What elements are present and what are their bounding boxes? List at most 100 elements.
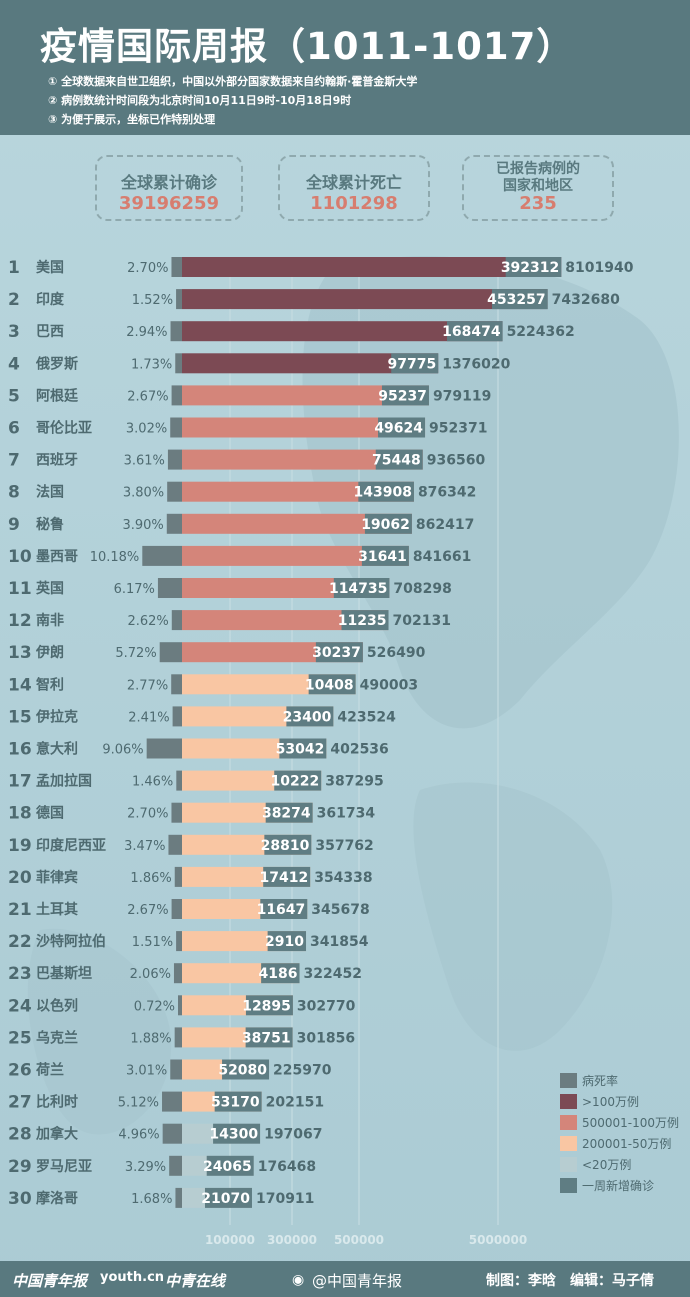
- weekly-new-bar: [263, 866, 311, 887]
- logo-cyol: 中青在线: [165, 1272, 226, 1290]
- total-label: 423524: [337, 709, 396, 725]
- row-rank: 21: [8, 900, 32, 920]
- weibo-icon: ◉: [292, 1272, 305, 1288]
- total-label: 7432680: [552, 292, 620, 308]
- weekly-new-bar: [265, 802, 313, 823]
- death-rate-bar: [167, 449, 182, 470]
- weekly-new-label: 38274: [262, 806, 311, 822]
- legend-swatch: [560, 1073, 577, 1088]
- death-rate-label: 4.96%: [118, 1128, 159, 1143]
- row-country: 比利时: [36, 1094, 78, 1111]
- death-rate-bar: [172, 706, 182, 727]
- row-rank: 17: [8, 772, 32, 792]
- total-bar: [182, 481, 414, 502]
- row-country: 德国: [36, 805, 64, 822]
- death-rate-label: 1.88%: [130, 1031, 171, 1046]
- total-label: 176468: [258, 1159, 316, 1175]
- death-rate-bar: [175, 353, 182, 374]
- stat-confirmed: 全球累计确诊 39196259: [95, 155, 243, 221]
- weekly-new-label: 143908: [353, 485, 411, 501]
- row-rank: 3: [8, 322, 20, 342]
- legend-item: 病死率: [560, 1070, 679, 1091]
- total-bar: [182, 289, 548, 310]
- weekly-new-label: 4186: [259, 966, 298, 982]
- weekly-new-bar: [446, 321, 503, 342]
- death-rate-label: 1.51%: [132, 935, 173, 950]
- total-label: 1376020: [442, 356, 510, 372]
- row-rank: 22: [8, 932, 32, 952]
- legend-label: <20万例: [582, 1158, 632, 1172]
- total-label: 322452: [304, 966, 362, 982]
- death-rate-bar: [171, 802, 182, 823]
- weekly-new-label: 12895: [242, 998, 291, 1014]
- weekly-new-label: 168474: [442, 324, 501, 340]
- weekly-new-label: 75448: [372, 453, 421, 469]
- death-rate-bar: [171, 385, 182, 406]
- row-rank: 30: [8, 1189, 32, 1209]
- legend-label: 一周新增确诊: [582, 1179, 655, 1193]
- weekly-new-bar: [214, 1091, 262, 1112]
- row-rank: 1: [8, 258, 20, 278]
- row-rank: 20: [8, 868, 32, 888]
- total-bar: [182, 353, 439, 374]
- row-country: 罗马尼亚: [36, 1159, 92, 1175]
- weekly-new-bar: [391, 353, 439, 374]
- total-label: 841661: [413, 549, 471, 565]
- legend-swatch: [560, 1178, 577, 1193]
- row-rank: 28: [8, 1125, 32, 1145]
- header-banner: 疫情国际周报（1011-1017） ① 全球数据来自世卫组织，中国以外部分国家数…: [0, 0, 690, 135]
- total-label: 979119: [433, 388, 491, 404]
- total-label: 357762: [315, 838, 373, 854]
- weekly-new-bar: [274, 770, 322, 791]
- row-rank: 2: [8, 290, 20, 310]
- weekly-new-bar: [264, 834, 312, 855]
- death-rate-label: 0.72%: [134, 999, 175, 1014]
- stat-confirmed-label: 全球累计确诊: [120, 173, 217, 192]
- row-country: 印度: [36, 291, 65, 308]
- death-rate-bar: [173, 963, 182, 984]
- death-rate-bar: [176, 770, 182, 791]
- row-country: 美国: [36, 259, 64, 276]
- death-rate-bar: [176, 289, 182, 310]
- death-rate-bar: [146, 738, 182, 759]
- weekly-new-bar: [341, 610, 389, 631]
- logo-cyd: 中国青年报: [12, 1272, 88, 1290]
- row-rank: 9: [8, 515, 20, 535]
- row-country: 乌克兰: [36, 1029, 78, 1046]
- row-country: 西班牙: [36, 452, 78, 469]
- legend-item: 200001-50万例: [560, 1133, 679, 1154]
- row-rank: 26: [8, 1061, 32, 1081]
- death-rate-bar: [175, 1187, 182, 1208]
- row-country: 墨西哥: [36, 549, 78, 565]
- total-bar: [182, 385, 429, 406]
- total-bar: [182, 257, 562, 277]
- total-label: 402536: [330, 742, 388, 758]
- legend: 病死率 >100万例 500001-100万例 200001-50万例 <20万例 一周新…: [560, 1070, 679, 1196]
- row-rank: 12: [8, 611, 32, 631]
- total-bar: [182, 513, 412, 534]
- row-rank: 18: [8, 804, 32, 824]
- stat-confirmed-value: 39196259: [118, 193, 220, 214]
- weekly-new-bar: [315, 642, 363, 663]
- row-country: 沙特阿拉伯: [36, 933, 106, 950]
- weekly-new-label: 31641: [358, 549, 407, 565]
- total-label: 197067: [264, 1127, 322, 1143]
- weekly-new-label: 21070: [201, 1191, 250, 1207]
- death-rate-label: 1.86%: [130, 871, 171, 886]
- death-rate-label: 1.68%: [131, 1192, 172, 1207]
- legend-item: <20万例: [560, 1154, 679, 1175]
- row-country: 加拿大: [35, 1126, 78, 1143]
- death-rate-label: 5.72%: [115, 646, 156, 661]
- note-3: ③ 为便于展示，坐标已作特别处理: [48, 113, 216, 126]
- weibo-handle: @中国青年报: [312, 1272, 403, 1290]
- total-label: 876342: [418, 485, 476, 501]
- total-label: 862417: [416, 517, 474, 533]
- stat-deaths-label: 全球累计死亡: [305, 173, 402, 192]
- total-bar: [182, 449, 423, 470]
- death-rate-label: 1.52%: [132, 293, 173, 308]
- credits: 制图：李晗 编辑：马子倩: [486, 1273, 654, 1289]
- row-rank: 29: [8, 1157, 32, 1177]
- note-1: ① 全球数据来自世卫组织，中国以外部分国家数据来自约翰斯·霍普金斯大学: [48, 75, 418, 88]
- total-label: 708298: [393, 581, 451, 597]
- death-rate-bar: [167, 481, 182, 502]
